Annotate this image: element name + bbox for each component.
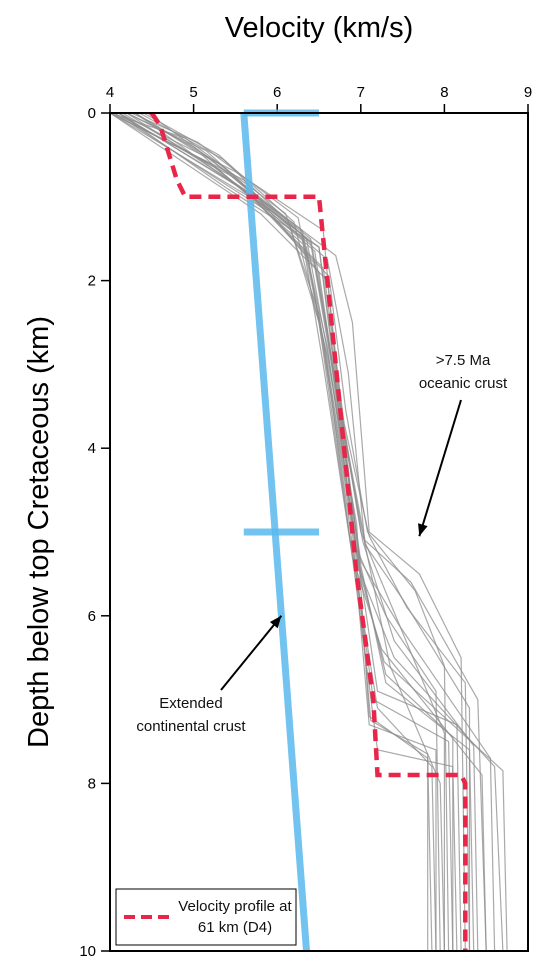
- x-tick-label-3: 7: [357, 84, 365, 101]
- y-axis-title: Depth below top Cretaceous (km): [23, 316, 55, 748]
- annotation-1-line-0: Extended: [159, 695, 222, 712]
- d4-profile-line: [149, 111, 468, 951]
- oceanic-profile-17: [126, 112, 437, 952]
- x-tick-label-4: 8: [440, 84, 448, 101]
- annotation-arrowhead-0: [418, 523, 428, 537]
- oceanic-profile-20: [113, 112, 450, 952]
- annotation-arrowhead-1: [269, 615, 282, 629]
- legend-label-line1: Velocity profile at: [178, 898, 292, 915]
- d4-velocity-profile: [149, 111, 468, 951]
- x-tick-label-2: 6: [273, 84, 281, 101]
- y-tick-label-0: 0: [88, 105, 96, 122]
- annotation-arrow-0: [418, 399, 462, 537]
- legend: Velocity profile at 61 km (D4): [115, 888, 297, 946]
- x-tick-label-5: 9: [524, 84, 532, 101]
- y-tick-label-5: 10: [79, 943, 96, 960]
- annotation-arrow-1: [220, 615, 283, 691]
- oceanic-profile-15: [139, 112, 454, 951]
- axis-ticks: 4 5 6 7 8 9 0 2 4 6 8 10: [79, 84, 532, 960]
- oceanic-profile-19: [134, 112, 508, 952]
- y-tick-label-3: 6: [88, 608, 96, 625]
- legend-label-line2: 61 km (D4): [198, 919, 272, 936]
- x-tick-label-1: 5: [189, 84, 197, 101]
- x-axis-title: Velocity (km/s): [225, 12, 414, 44]
- plot-frame: [109, 112, 529, 952]
- annotation-0-line-1: oceanic crust: [419, 375, 508, 392]
- y-tick-label-1: 2: [88, 273, 96, 290]
- annotation-1-line-1: continental crust: [136, 718, 246, 735]
- annotations: >7.5 Ma oceanic crust Extended continental …: [136, 352, 508, 735]
- oceanic-profile-9: [134, 112, 487, 952]
- oceanic-profile-4: [109, 112, 487, 952]
- y-tick-label-2: 4: [88, 440, 96, 457]
- annotation-0-line-0: >7.5 Ma: [436, 352, 491, 369]
- x-tick-label-0: 4: [106, 84, 114, 101]
- oceanic-profile-21: [147, 112, 429, 951]
- y-tick-label-4: 8: [88, 775, 96, 792]
